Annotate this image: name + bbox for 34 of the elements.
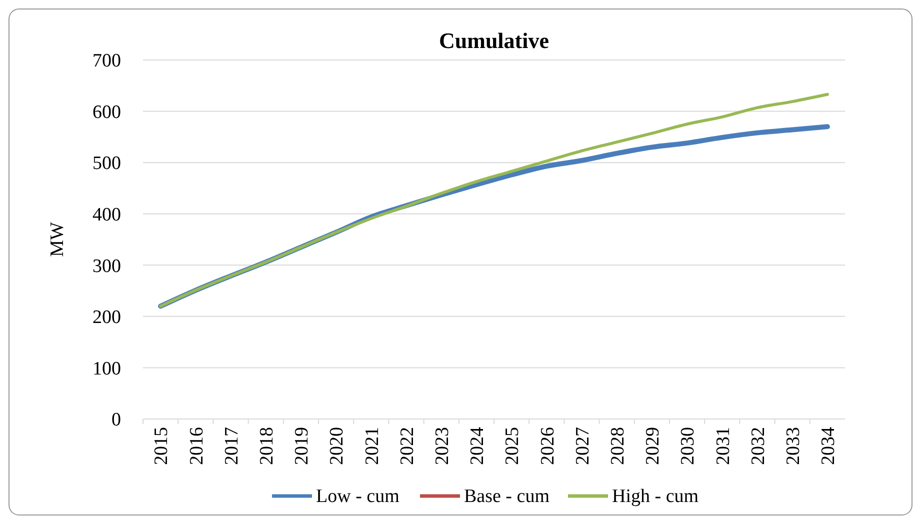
x-tick-label: 2029	[642, 427, 664, 465]
x-tick-label: 2032	[748, 427, 769, 465]
chart-title: Cumulative	[439, 28, 550, 53]
y-tick-label: 0	[112, 410, 121, 431]
x-tick-label: 2030	[678, 427, 699, 465]
y-tick-label: 700	[92, 50, 121, 72]
legend-label: High - cum	[612, 486, 699, 507]
y-tick-label: 500	[92, 153, 121, 174]
x-tick-label: 2034	[818, 426, 840, 465]
y-tick-label: 600	[92, 102, 121, 123]
x-tick-label: 2021	[362, 427, 383, 465]
x-tick-label: 2020	[326, 427, 348, 465]
x-tick-label: 2033	[783, 427, 804, 465]
legend-label: Low - cum	[316, 486, 400, 507]
x-tick-label: 2024	[467, 426, 488, 465]
x-tick-label: 2026	[537, 427, 558, 465]
x-tick-label: 2025	[502, 427, 524, 465]
x-tick-label: 2019	[292, 427, 313, 465]
x-tick-label: 2027	[572, 427, 594, 465]
x-tick-label: 2017	[221, 427, 242, 465]
x-tick-label: 2028	[608, 427, 628, 465]
y-axis-title: MW	[47, 222, 68, 257]
x-tick-label: 2023	[432, 427, 453, 465]
legend-label: Base - cum	[464, 486, 550, 507]
y-tick-label: 300	[92, 256, 121, 277]
x-tick-label: 2015	[151, 427, 172, 465]
x-tick-label: 2018	[256, 427, 278, 465]
x-tick-label: 2022	[396, 427, 418, 465]
y-tick-label: 100	[92, 358, 121, 380]
y-tick-label: 400	[92, 204, 121, 226]
x-tick-label: 2031	[712, 427, 734, 465]
y-tick-label: 200	[92, 307, 121, 328]
line-series	[159, 92, 829, 308]
x-tick-label: 2016	[186, 427, 208, 465]
